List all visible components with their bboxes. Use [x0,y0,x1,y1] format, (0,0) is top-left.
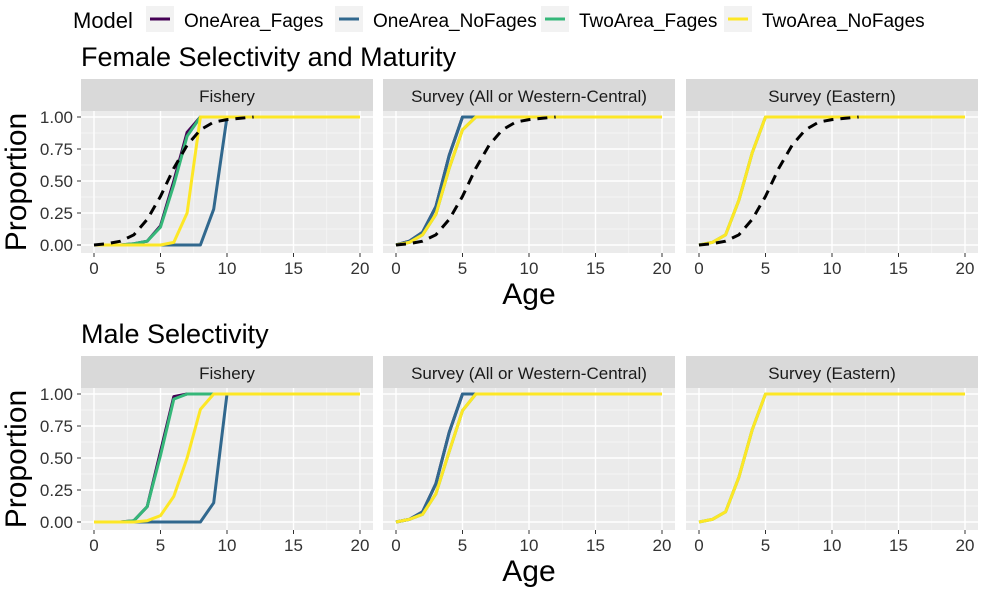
x-tick-label: 15 [586,536,605,555]
strip [383,356,675,388]
y-tick-label: 0.50 [40,172,73,191]
x-tick-label: 15 [889,536,908,555]
legend-label: OneArea_Fages [184,11,323,32]
panel-3: Survey (Eastern) 0 5 10 15 20 [686,79,978,278]
chart-title: Female Selectivity and Maturity [81,42,457,72]
y-axis-title: Proportion [0,390,33,528]
y-tick-label: 0.25 [40,204,73,223]
panel-1: Fishery 0 5 10 15 20 [81,79,373,278]
series-line-twoarea_nofages [94,392,360,524]
series-line-twoarea_nofages [698,392,965,524]
y-tick-label: 0.00 [40,236,73,255]
x-tick-label: 20 [956,536,975,555]
x-tick-label: 20 [351,536,370,555]
x-tick-label: 15 [284,536,303,555]
y-tick-label: 0.00 [40,513,73,532]
x-tick-label: 10 [520,259,539,278]
x-tick-label: 20 [653,259,672,278]
x-tick-label: 15 [284,259,303,278]
x-tick-label: 15 [889,259,908,278]
x-tick-label: 0 [391,536,400,555]
legend-item-twoarea_fages: TwoArea_Fages [541,6,717,32]
y-tick-label: 0.75 [40,417,73,436]
strip-label: Survey (Eastern) [768,364,896,383]
y-tick-label: 0.50 [40,449,73,468]
panel-3: Survey (Eastern) 0 5 10 15 20 [686,356,978,555]
strip-label: Fishery [199,364,255,383]
y-tick-label: 0.25 [40,481,73,500]
series-line-twoarea_nofages [94,115,360,247]
x-tick-label: 10 [218,259,237,278]
x-tick-label: 10 [218,536,237,555]
series-line-twoarea_nofages [395,392,662,524]
series-line-twoarea_nofages [395,115,662,247]
strip [686,79,978,111]
strip-label: Survey (Eastern) [768,87,896,106]
x-tick-label: 5 [458,259,467,278]
y-tick-label: 1.00 [40,108,73,127]
chart-2: Male Selectivity Proportion Age 0.00 0.25 0.5… [0,319,978,588]
legend: Model OneArea_Fages OneArea_NoFages TwoAre… [73,6,925,33]
legend-title: Model [73,8,133,33]
legend-item-twoarea_nofages: TwoArea_NoFages [724,6,925,32]
chart-1: Female Selectivity and Maturity Proportio… [0,42,978,311]
series-line-twoarea_nofages [698,115,965,247]
x-tick-label: 5 [458,536,467,555]
panel-2: Survey (All or Western-Central) 0 5 10 15 20 [383,356,675,555]
x-tick-label: 10 [823,536,842,555]
strip [686,356,978,388]
legend-item-onearea_nofages: OneArea_NoFages [335,6,537,32]
legend-label: TwoArea_NoFages [762,11,925,32]
x-axis-title: Age [502,278,555,311]
x-tick-label: 0 [89,536,98,555]
legend-label: TwoArea_Fages [579,11,717,32]
y-axis-title: Proportion [0,113,33,251]
series-line-dashed [395,115,556,247]
y-tick-label: 0.75 [40,140,73,159]
panel-2: Survey (All or Western-Central) 0 5 10 15 20 [383,79,675,278]
strip [81,79,373,111]
x-axis-title: Age [502,555,555,588]
x-tick-label: 10 [520,536,539,555]
x-tick-label: 5 [156,536,165,555]
series-line-dashed [698,115,859,247]
x-tick-label: 20 [653,536,672,555]
x-tick-label: 5 [761,259,770,278]
strip [81,356,373,388]
x-tick-label: 0 [391,259,400,278]
strip-label: Survey (All or Western-Central) [411,364,647,383]
legend-label: OneArea_NoFages [373,11,537,32]
x-tick-label: 0 [89,259,98,278]
x-tick-label: 10 [823,259,842,278]
series-line-dashed [93,115,254,247]
x-tick-label: 15 [586,259,605,278]
strip-label: Survey (All or Western-Central) [411,87,647,106]
chart-title: Male Selectivity [81,319,269,349]
y-tick-label: 1.00 [40,385,73,404]
panel-1: Fishery 0 5 10 15 20 [81,356,373,555]
strip-label: Fishery [199,87,255,106]
x-tick-label: 20 [351,259,370,278]
x-tick-label: 5 [156,259,165,278]
legend-item-onearea_fages: OneArea_Fages [146,6,323,32]
x-tick-label: 0 [694,536,703,555]
x-tick-label: 0 [694,259,703,278]
strip [383,79,675,111]
x-tick-label: 5 [761,536,770,555]
x-tick-label: 20 [956,259,975,278]
